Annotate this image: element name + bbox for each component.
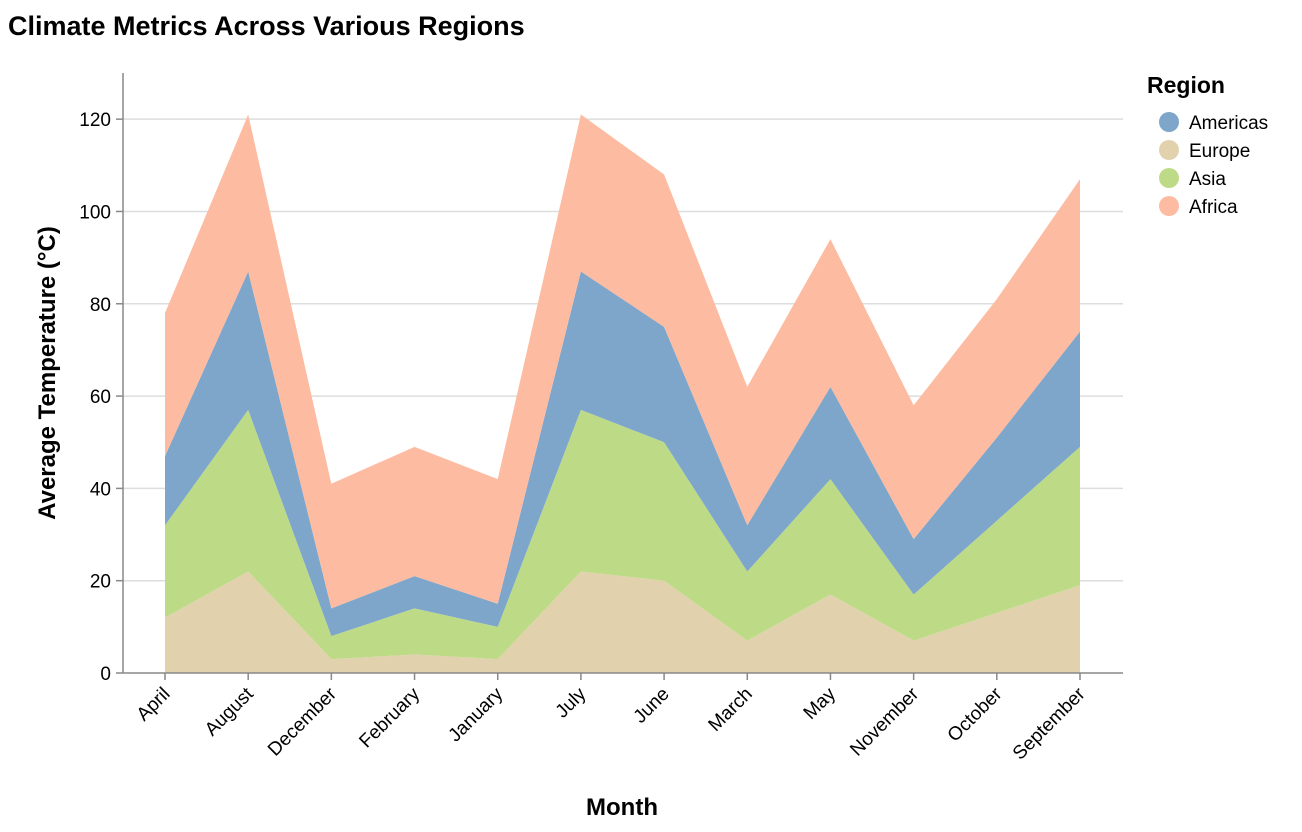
x-tick-label-march: March — [705, 684, 757, 736]
legend-label-africa: Africa — [1189, 197, 1238, 218]
y-tick-label-80: 80 — [90, 295, 111, 316]
x-tick-label-october: October — [944, 683, 1007, 746]
y-tick-label-60: 60 — [90, 387, 111, 408]
area-series-americas[interactable] — [165, 271, 1080, 637]
legend: Region Americas Europe Asia Africa — [1147, 72, 1268, 218]
legend-label-americas: Americas — [1189, 113, 1268, 134]
area-series-asia[interactable] — [165, 409, 1080, 660]
legend-label-europe: Europe — [1189, 141, 1250, 162]
legend-title: Region — [1147, 72, 1225, 98]
x-tick-label-august: August — [201, 683, 258, 740]
area-series-africa[interactable] — [165, 114, 1080, 609]
area-series-group — [165, 114, 1080, 673]
x-tick-label-january: January — [445, 683, 508, 746]
x-tick-label-december: December — [264, 683, 341, 760]
y-axis-title: Average Temperature (°C) — [34, 226, 61, 520]
x-tick-label-september: September — [1009, 683, 1090, 764]
x-tick-label-february: February — [355, 683, 424, 752]
y-tick-label-0: 0 — [100, 664, 111, 685]
legend-swatch-africa — [1159, 196, 1179, 216]
chart-title: Climate Metrics Across Various Regions — [8, 11, 525, 41]
y-tick-label-100: 100 — [79, 202, 111, 223]
x-tick-label-november: November — [846, 683, 923, 760]
x-axis-title: Month — [586, 794, 658, 821]
x-tick-label-april: April — [133, 684, 175, 726]
y-tick-label-40: 40 — [90, 479, 111, 500]
area-series-europe[interactable] — [165, 571, 1080, 673]
legend-label-asia: Asia — [1189, 169, 1226, 190]
legend-swatch-asia — [1159, 168, 1179, 188]
x-tick-label-may: May — [800, 683, 841, 724]
x-tick-label-july: July — [552, 683, 591, 722]
x-tick-label-june: June — [630, 684, 674, 728]
legend-swatch-americas — [1159, 112, 1179, 132]
legend-swatch-europe — [1159, 140, 1179, 160]
y-tick-label-20: 20 — [90, 572, 111, 593]
y-tick-label-120: 120 — [79, 110, 111, 131]
